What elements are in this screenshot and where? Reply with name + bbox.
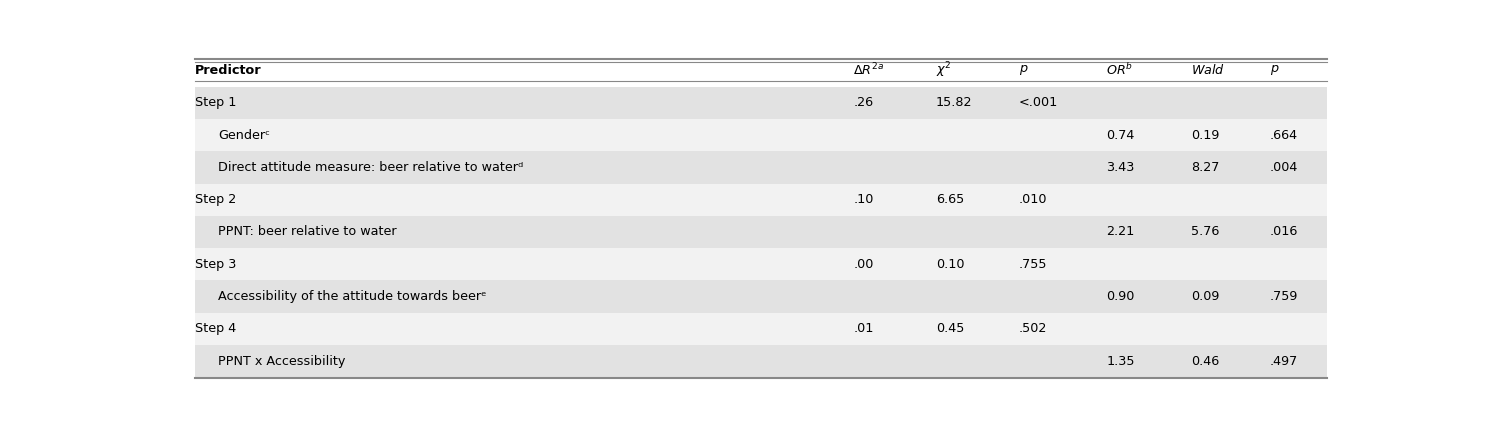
Bar	[195, 313, 1328, 345]
Text: .010: .010	[1019, 193, 1047, 206]
Text: 6.65: 6.65	[936, 193, 964, 206]
Bar	[195, 216, 1328, 248]
Text: Step 2: Step 2	[195, 193, 236, 206]
Text: $\mathit{Wald}$: $\mathit{Wald}$	[1191, 63, 1225, 77]
Text: .755: .755	[1019, 258, 1047, 271]
Text: Direct attitude measure: beer relative to waterᵈ: Direct attitude measure: beer relative t…	[218, 161, 523, 174]
Text: 0.45: 0.45	[936, 322, 964, 335]
Text: PPNT: beer relative to water: PPNT: beer relative to water	[218, 226, 396, 238]
Text: Accessibility of the attitude towards beerᵉ: Accessibility of the attitude towards be…	[218, 290, 487, 303]
Text: .497: .497	[1270, 355, 1298, 368]
Text: .10: .10	[852, 193, 873, 206]
Bar	[195, 151, 1328, 184]
Bar	[195, 87, 1328, 119]
Text: Genderᶜ: Genderᶜ	[218, 129, 270, 142]
Text: 1.35: 1.35	[1106, 355, 1135, 368]
Text: Predictor: Predictor	[195, 64, 261, 76]
Text: 5.76: 5.76	[1191, 226, 1219, 238]
Text: Step 3: Step 3	[195, 258, 236, 271]
Text: 0.19: 0.19	[1191, 129, 1219, 142]
Bar	[195, 184, 1328, 216]
Text: <.001: <.001	[1019, 96, 1059, 109]
Text: PPNT x Accessibility: PPNT x Accessibility	[218, 355, 345, 368]
Text: $OR^{b}$: $OR^{b}$	[1106, 62, 1133, 78]
Text: .502: .502	[1019, 322, 1047, 335]
Text: .26: .26	[852, 96, 873, 109]
Text: 0.09: 0.09	[1191, 290, 1219, 303]
Text: $\Delta R^{2a}$: $\Delta R^{2a}$	[852, 62, 884, 79]
Text: 0.90: 0.90	[1106, 290, 1135, 303]
Text: .00: .00	[852, 258, 873, 271]
Text: $p$: $p$	[1019, 63, 1029, 77]
Text: Step 1: Step 1	[195, 96, 236, 109]
Text: .664: .664	[1270, 129, 1298, 142]
Text: 3.43: 3.43	[1106, 161, 1135, 174]
Bar	[195, 248, 1328, 280]
Text: .759: .759	[1270, 290, 1298, 303]
Text: .004: .004	[1270, 161, 1298, 174]
Bar	[195, 119, 1328, 151]
Bar	[195, 280, 1328, 313]
Text: .016: .016	[1270, 226, 1298, 238]
Text: $\chi^{2}$: $\chi^{2}$	[936, 60, 952, 80]
Text: Step 4: Step 4	[195, 322, 236, 335]
Text: .01: .01	[852, 322, 873, 335]
Text: 0.46: 0.46	[1191, 355, 1219, 368]
Text: 15.82: 15.82	[936, 96, 973, 109]
Bar	[195, 345, 1328, 377]
Text: $p$: $p$	[1270, 63, 1279, 77]
Text: 8.27: 8.27	[1191, 161, 1219, 174]
Text: 0.10: 0.10	[936, 258, 964, 271]
Text: 2.21: 2.21	[1106, 226, 1135, 238]
Text: 0.74: 0.74	[1106, 129, 1135, 142]
